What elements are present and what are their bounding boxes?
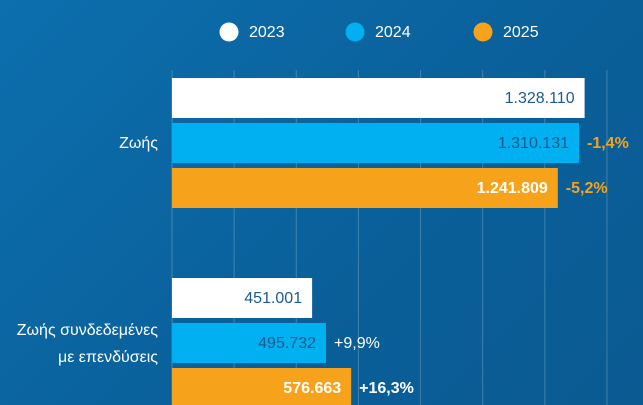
legend-swatch [219, 22, 239, 42]
value-label: 576.663 [283, 380, 341, 397]
value-label: 1.241.809 [477, 180, 548, 197]
legend-swatch [345, 22, 365, 42]
value-label: 1.310.131 [498, 135, 569, 152]
value-label: 495.732 [258, 335, 316, 352]
category-label: Ζωής [119, 135, 158, 152]
bar [172, 168, 558, 208]
change-label: -1,4% [587, 135, 629, 152]
bar [172, 368, 352, 405]
change-label: -5,2% [566, 180, 608, 197]
bar [172, 78, 585, 118]
change-label: +16,3% [359, 380, 414, 397]
legend-swatch [473, 22, 493, 42]
value-label: 1.328.110 [505, 90, 575, 107]
bar [172, 278, 313, 318]
legend-label: 2025 [503, 24, 539, 41]
bar [172, 323, 327, 363]
category-label: Ζωής συνδεδεμένες με επενδύσεις [16, 321, 158, 366]
legend-label: 2024 [375, 24, 411, 41]
change-label: +9,9% [334, 335, 380, 352]
legend-label: 2023 [249, 24, 285, 41]
bar [172, 123, 580, 163]
value-label: 451.001 [244, 290, 302, 307]
